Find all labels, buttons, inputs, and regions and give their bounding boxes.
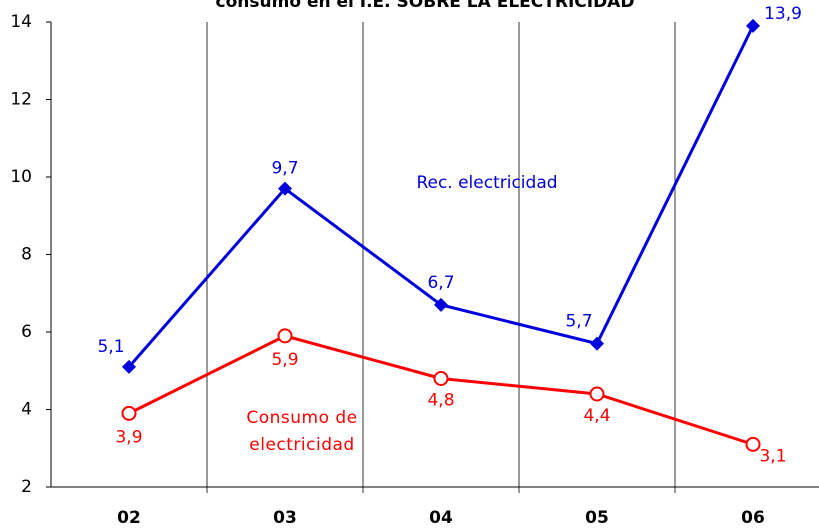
series-label: Consumo de electricidad — [246, 408, 358, 455]
data-label: 4,4 — [583, 406, 610, 426]
point — [121, 405, 137, 421]
y-tick-label: 2 — [21, 477, 32, 497]
point — [278, 181, 292, 196]
series-line — [127, 25, 755, 368]
x-tick-label: 02 — [117, 508, 141, 528]
series-label: Rec. electricidad — [416, 173, 557, 193]
data-label: 3,1 — [759, 446, 786, 466]
data-label: 5,7 — [565, 312, 592, 332]
x-tick-label: 04 — [429, 508, 453, 528]
y-tick-label: 14 — [10, 12, 32, 32]
x-tick-label: 03 — [273, 508, 297, 528]
chart-title: consumo en el I.E. SOBRE LA ELECTRICIDAD — [216, 0, 635, 12]
point — [433, 371, 449, 386]
point — [122, 359, 136, 374]
data-label: 6,7 — [427, 273, 454, 293]
point — [434, 297, 448, 312]
x-tick-label: 05 — [585, 508, 609, 528]
data-label: 13,9 — [764, 4, 802, 24]
point — [590, 336, 604, 351]
point — [745, 436, 761, 452]
y-tick-label: 10 — [10, 167, 32, 187]
data-label: 9,7 — [271, 159, 298, 179]
point — [277, 328, 293, 344]
y-tick-label: 6 — [21, 322, 32, 342]
point — [746, 18, 760, 33]
y-tick-label: 12 — [10, 90, 32, 110]
data-label: 4,8 — [427, 391, 454, 411]
x-tick-label: 06 — [741, 508, 765, 528]
y-tick-label: 4 — [21, 400, 32, 420]
point — [589, 386, 605, 402]
data-label: 3,9 — [115, 427, 142, 447]
y-tick-label: 8 — [21, 245, 32, 265]
data-label: 5,1 — [97, 337, 124, 357]
data-label: 5,9 — [271, 350, 298, 370]
